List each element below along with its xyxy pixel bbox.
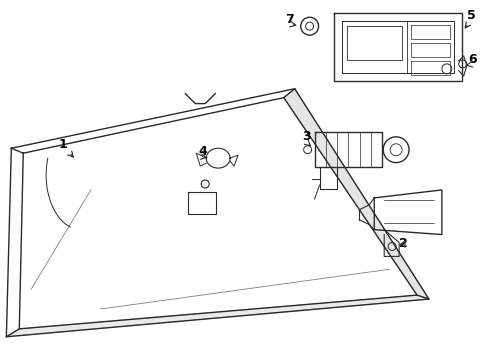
Text: 6: 6 (469, 53, 477, 66)
Text: 7: 7 (285, 13, 294, 26)
Text: 4: 4 (198, 145, 207, 158)
Text: 3: 3 (303, 130, 311, 143)
Polygon shape (6, 295, 429, 337)
Text: 1: 1 (59, 138, 68, 151)
Text: 2: 2 (399, 238, 408, 251)
Text: 5: 5 (467, 9, 475, 22)
Polygon shape (284, 89, 429, 299)
